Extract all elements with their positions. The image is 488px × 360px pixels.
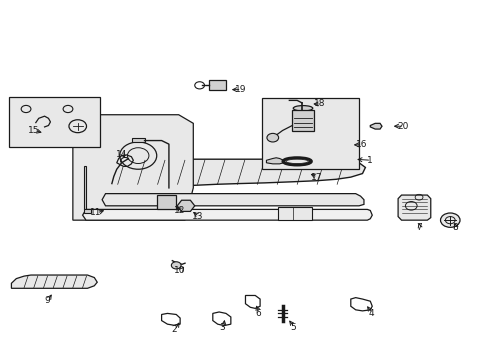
Text: 3: 3 [219,323,225,332]
Polygon shape [86,159,365,189]
Polygon shape [177,200,194,211]
Text: 10: 10 [174,266,185,275]
Polygon shape [157,195,176,209]
Text: 8: 8 [451,223,457,232]
Text: 5: 5 [290,323,296,332]
Bar [209,80,226,90]
Ellipse shape [293,105,312,111]
Circle shape [171,262,181,269]
Polygon shape [11,275,97,288]
Polygon shape [369,123,381,129]
Text: 1: 1 [366,156,372,165]
Ellipse shape [291,102,314,106]
Text: 6: 6 [255,309,261,318]
Polygon shape [132,138,144,142]
Bar [261,98,358,169]
Circle shape [266,134,278,142]
Polygon shape [83,210,91,213]
Text: 11: 11 [90,208,102,217]
Text: 18: 18 [314,99,325,108]
Polygon shape [397,195,430,220]
Polygon shape [292,110,313,131]
Text: 15: 15 [28,126,40,135]
Text: 2: 2 [171,325,176,334]
Polygon shape [277,207,311,220]
Text: 13: 13 [192,212,203,221]
Polygon shape [117,155,133,166]
Text: 9: 9 [44,296,50,305]
Polygon shape [73,115,193,220]
Text: 4: 4 [368,309,373,318]
Polygon shape [83,166,86,209]
Bar [9,97,100,147]
Text: 20: 20 [396,122,408,131]
Polygon shape [102,194,363,206]
Text: 19: 19 [234,85,246,94]
Polygon shape [82,210,371,220]
Circle shape [440,213,459,227]
Text: 16: 16 [355,140,366,149]
Text: 7: 7 [415,223,421,232]
Text: 12: 12 [174,206,185,215]
Polygon shape [266,158,283,164]
Text: 17: 17 [310,173,322,182]
Ellipse shape [285,159,308,163]
Text: 14: 14 [116,150,127,159]
